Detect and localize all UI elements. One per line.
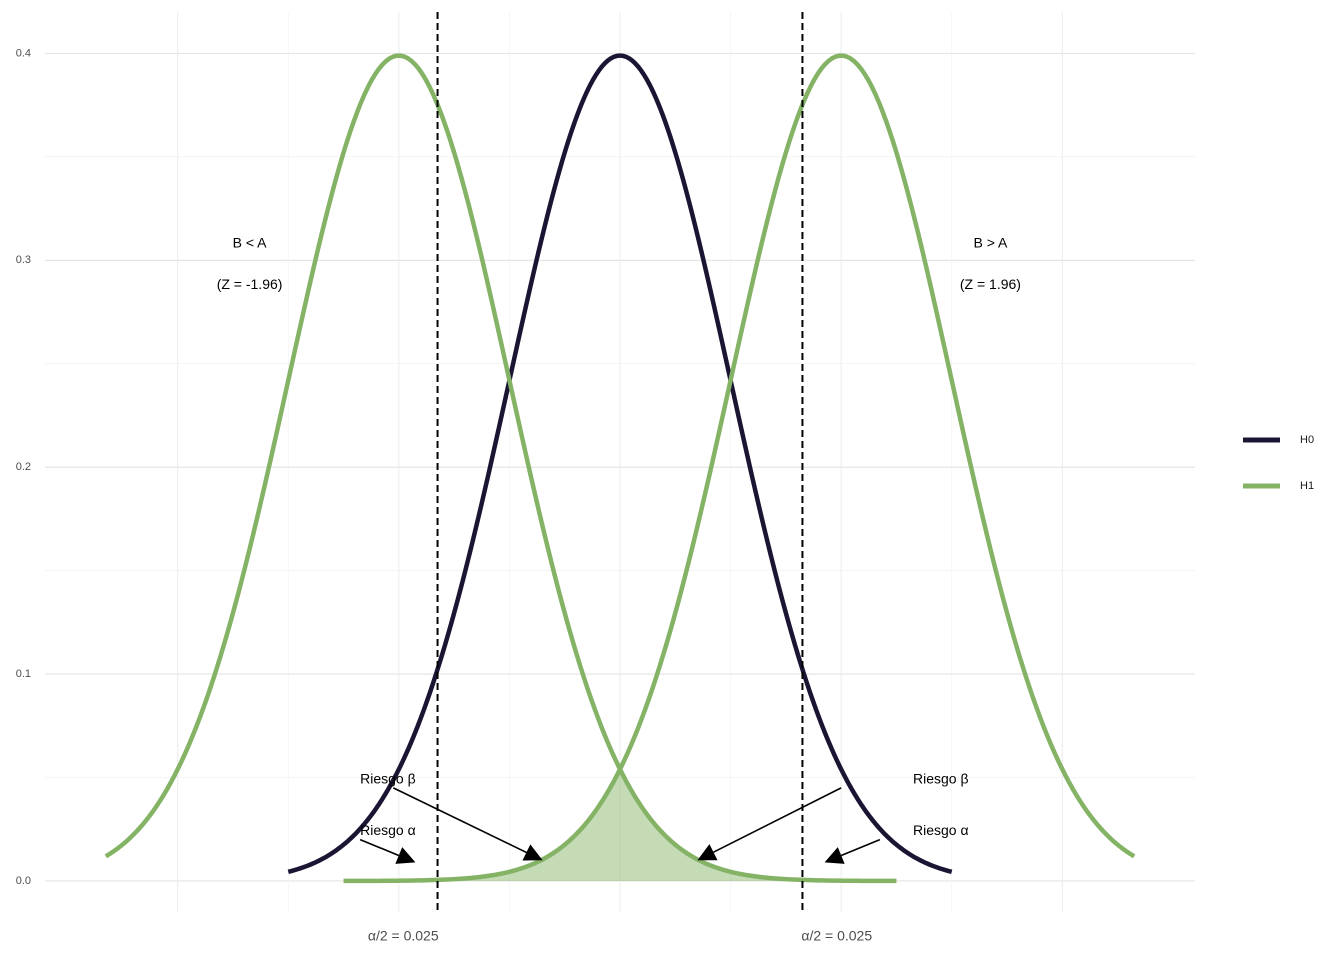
annotation-beta-left: Riesgo β [360,770,416,786]
arrow-line [392,787,527,854]
legend: H0 H1 [1243,434,1314,492]
risk-area-right [620,769,803,881]
annotation-arrows [359,787,881,864]
h0-curve [287,53,953,874]
annotations: B < A (Z = -1.96) B > A (Z = 1.96) Riesgo β R… [217,234,1021,838]
arrow-head [824,847,845,864]
h1-curve-left [104,53,897,884]
annotation-left-side: B < A [233,234,268,250]
y-tick-label: 0.2 [16,461,31,473]
legend-label-h1: H1 [1300,480,1314,492]
arrow-line [359,838,400,857]
risk-areas [437,769,803,881]
grid [45,12,1195,912]
y-tick-label: 0.3 [16,254,31,266]
x-tick-label: α/2 = 0.025 [368,928,439,944]
density-curves [104,53,1136,884]
annotation-right-side: B > A [974,234,1009,250]
annotation-beta-right: Riesgo β [913,770,969,786]
legend-label-h0: H0 [1300,434,1314,446]
y-axis-ticks: 0.0 0.1 0.2 0.3 0.4 [16,47,31,887]
arrow-head [522,844,543,861]
arrow-line [840,838,881,857]
annotation-right-z: (Z = 1.96) [960,276,1021,292]
annotation-left-z: (Z = -1.96) [217,276,283,292]
arrow-head [697,844,718,861]
x-tick-label: α/2 = 0.025 [801,928,872,944]
h1-curve-right [343,53,1136,884]
annotation-alpha-right: Riesgo α [913,822,969,838]
annotation-alpha-left: Riesgo α [360,822,416,838]
x-axis-ticks: α/2 = 0.025 α/2 = 0.025 [368,928,872,944]
arrow-line [713,787,842,853]
arrow-head [395,847,416,864]
critical-lines [436,12,804,912]
risk-area-left [437,769,620,881]
y-tick-label: 0.1 [16,668,31,680]
y-tick-label: 0.0 [16,875,31,887]
y-tick-label: 0.4 [16,47,31,59]
